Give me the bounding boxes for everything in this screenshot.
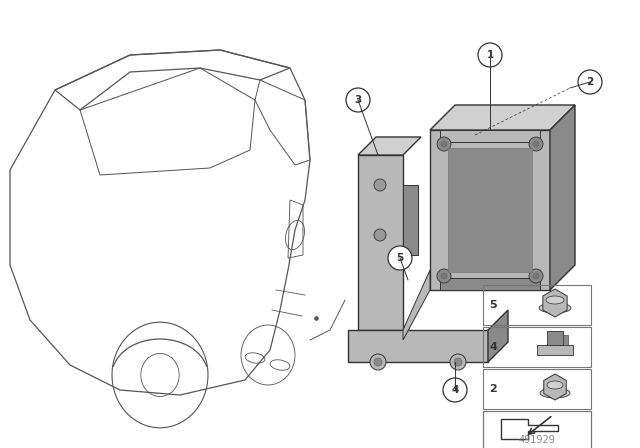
Circle shape xyxy=(578,70,602,94)
Bar xyxy=(563,335,568,345)
Circle shape xyxy=(374,179,386,191)
Circle shape xyxy=(441,141,447,147)
Bar xyxy=(448,148,532,272)
Polygon shape xyxy=(348,330,488,362)
Circle shape xyxy=(346,88,370,112)
Ellipse shape xyxy=(540,388,570,398)
Polygon shape xyxy=(403,185,418,255)
Bar xyxy=(483,285,591,325)
Text: 3: 3 xyxy=(355,95,362,105)
Text: 4: 4 xyxy=(451,385,459,395)
Polygon shape xyxy=(430,105,575,130)
Bar xyxy=(547,331,563,345)
Circle shape xyxy=(437,137,451,151)
Text: 4: 4 xyxy=(489,342,497,352)
Bar xyxy=(483,411,591,448)
Circle shape xyxy=(478,43,502,67)
Circle shape xyxy=(437,269,451,283)
Circle shape xyxy=(441,273,447,279)
Polygon shape xyxy=(403,270,430,340)
Polygon shape xyxy=(430,130,550,290)
Text: 2: 2 xyxy=(489,384,497,394)
Text: 5: 5 xyxy=(396,253,404,263)
Circle shape xyxy=(388,246,412,270)
Polygon shape xyxy=(440,130,540,142)
Ellipse shape xyxy=(547,381,563,389)
Circle shape xyxy=(533,273,539,279)
Circle shape xyxy=(450,354,466,370)
Text: 2: 2 xyxy=(586,77,594,87)
Ellipse shape xyxy=(539,303,571,313)
Polygon shape xyxy=(440,278,540,290)
Text: 491929: 491929 xyxy=(518,435,556,445)
Text: 1: 1 xyxy=(486,50,493,60)
Circle shape xyxy=(533,141,539,147)
Polygon shape xyxy=(358,137,421,155)
Bar xyxy=(483,369,591,409)
Polygon shape xyxy=(358,155,403,330)
Text: 5: 5 xyxy=(489,300,497,310)
Bar xyxy=(483,327,591,367)
Circle shape xyxy=(454,358,462,366)
Circle shape xyxy=(374,358,382,366)
Bar xyxy=(537,345,573,355)
Polygon shape xyxy=(550,105,575,290)
Circle shape xyxy=(370,354,386,370)
Ellipse shape xyxy=(546,296,564,304)
Circle shape xyxy=(443,378,467,402)
Bar xyxy=(483,411,591,448)
Circle shape xyxy=(529,269,543,283)
Circle shape xyxy=(529,137,543,151)
Polygon shape xyxy=(488,310,508,362)
Circle shape xyxy=(374,229,386,241)
